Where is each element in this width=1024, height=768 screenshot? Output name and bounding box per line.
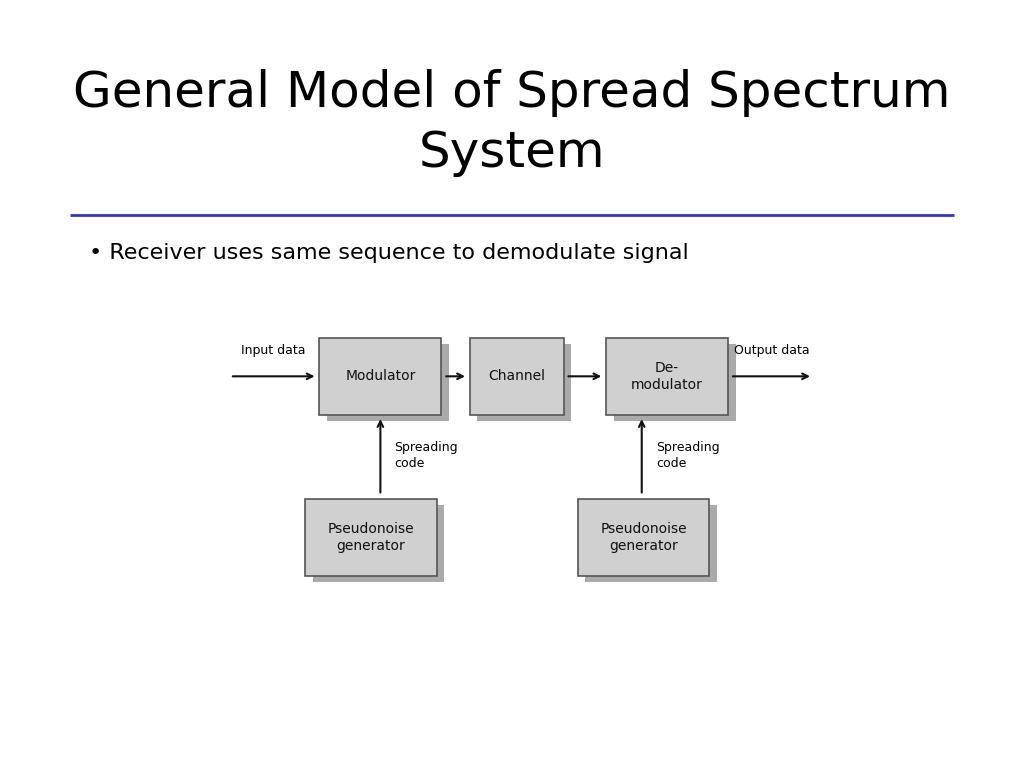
Text: Spreading
code: Spreading code — [394, 442, 458, 470]
FancyBboxPatch shape — [606, 338, 728, 415]
FancyBboxPatch shape — [312, 505, 444, 582]
FancyBboxPatch shape — [319, 338, 441, 415]
FancyBboxPatch shape — [327, 344, 449, 421]
Text: Pseudonoise
generator: Pseudonoise generator — [328, 522, 415, 553]
Text: Modulator: Modulator — [345, 369, 416, 383]
Text: De-
modulator: De- modulator — [631, 361, 703, 392]
FancyBboxPatch shape — [477, 344, 571, 421]
Text: • Receiver uses same sequence to demodulate signal: • Receiver uses same sequence to demodul… — [89, 243, 689, 263]
FancyBboxPatch shape — [305, 499, 437, 576]
FancyBboxPatch shape — [470, 338, 563, 415]
Text: Output data: Output data — [733, 344, 809, 357]
Text: Spreading
code: Spreading code — [655, 442, 720, 470]
Text: Channel: Channel — [488, 369, 545, 383]
FancyBboxPatch shape — [578, 499, 710, 576]
FancyBboxPatch shape — [613, 344, 735, 421]
Text: General Model of Spread Spectrum
System: General Model of Spread Spectrum System — [74, 69, 950, 177]
Text: Pseudonoise
generator: Pseudonoise generator — [600, 522, 687, 553]
Text: Input data: Input data — [242, 344, 306, 357]
FancyBboxPatch shape — [586, 505, 717, 582]
